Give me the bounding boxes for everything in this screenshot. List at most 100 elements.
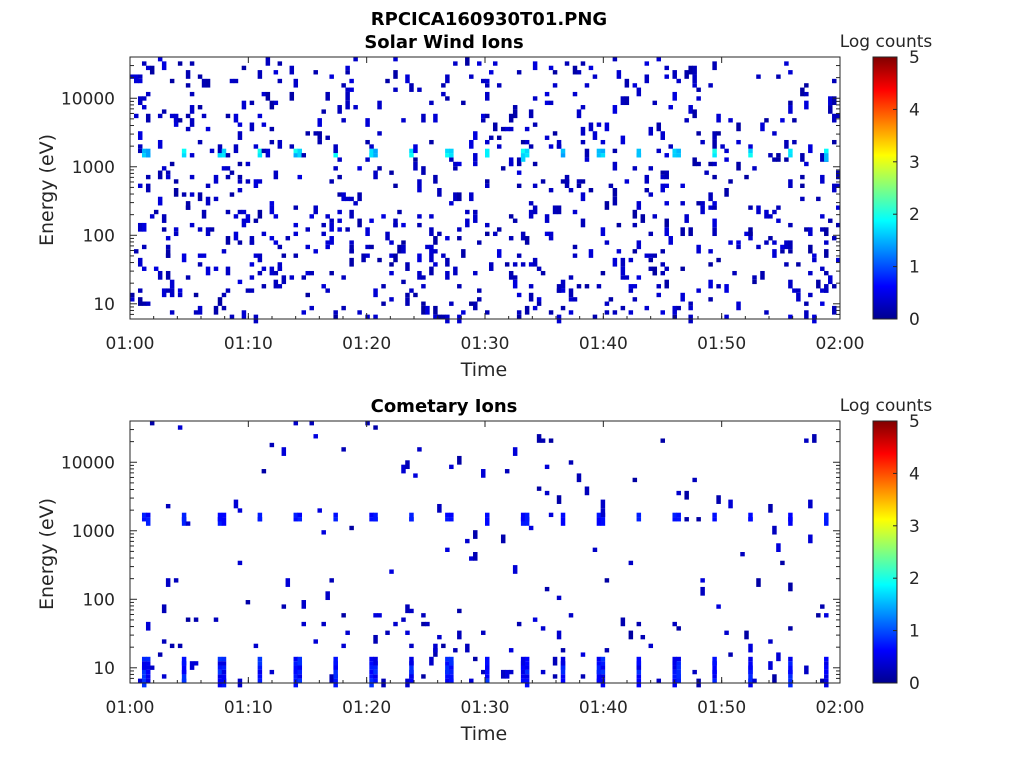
spectrogram-cell bbox=[169, 310, 175, 315]
spectrogram-cell bbox=[169, 113, 175, 119]
spectrogram-cell bbox=[808, 292, 813, 298]
spectrogram-cell bbox=[145, 65, 151, 71]
spectrogram-cell bbox=[824, 665, 829, 670]
spectrogram-cell bbox=[676, 674, 681, 683]
spectrogram-cell bbox=[548, 438, 554, 443]
spectrogram-cell bbox=[636, 87, 642, 97]
y-tick-label: 10 bbox=[93, 659, 115, 679]
spectrogram-cell bbox=[209, 148, 215, 154]
spectrogram-cell bbox=[512, 109, 518, 119]
spectrogram-cell bbox=[133, 74, 139, 84]
spectrogram-cell bbox=[620, 617, 626, 627]
spectrogram-cell bbox=[273, 240, 279, 245]
spectrogram-cell bbox=[804, 91, 809, 97]
spectrogram-cell bbox=[672, 674, 677, 679]
spectrogram-cell bbox=[684, 118, 689, 123]
spectrogram-cell bbox=[345, 70, 350, 75]
spectrogram-cell bbox=[229, 78, 235, 84]
spectrogram-cell bbox=[389, 253, 394, 258]
spectrogram-cell bbox=[824, 240, 829, 245]
spectrogram-cell bbox=[712, 512, 717, 518]
spectrogram-cell bbox=[496, 135, 502, 140]
spectrogram-cell bbox=[524, 674, 530, 679]
spectrogram-cell bbox=[253, 643, 259, 649]
spectrogram-cell bbox=[696, 131, 701, 136]
spectrogram-cell bbox=[676, 517, 681, 522]
spectrogram-cell bbox=[792, 118, 797, 123]
spectrogram-cell bbox=[532, 257, 538, 267]
spectrogram-cell bbox=[413, 144, 418, 154]
spectrogram-cell bbox=[469, 192, 474, 202]
spectrogram-cell bbox=[780, 118, 785, 123]
spectrogram-cell bbox=[580, 179, 586, 184]
spectrogram-cell bbox=[832, 183, 837, 188]
spectrogram-cell bbox=[700, 586, 705, 596]
spectrogram-cell bbox=[421, 301, 426, 306]
y-tick-label: 10000 bbox=[61, 453, 115, 473]
spectrogram-cell bbox=[680, 266, 685, 271]
spectrogram-cell bbox=[325, 288, 330, 293]
spectrogram-cell bbox=[524, 665, 530, 670]
spectrogram-cell bbox=[349, 87, 354, 92]
spectrogram-cell bbox=[165, 170, 171, 175]
spectrogram-cell bbox=[237, 240, 243, 245]
spectrogram-cell bbox=[576, 179, 582, 184]
x-tick-label: 02:00 bbox=[816, 334, 865, 354]
spectrogram-cell bbox=[708, 279, 713, 289]
spectrogram-cell bbox=[552, 131, 558, 136]
spectrogram-cell bbox=[393, 70, 398, 79]
spectrogram-cell bbox=[836, 113, 841, 119]
spectrogram-cell bbox=[712, 665, 717, 675]
spectrogram-cell bbox=[608, 183, 614, 188]
spectrogram-cell bbox=[664, 74, 669, 79]
spectrogram-cell bbox=[157, 139, 163, 149]
spectrogram-cell bbox=[604, 240, 610, 245]
x-tick-label: 01:10 bbox=[224, 334, 273, 354]
spectrogram-cell bbox=[233, 78, 239, 84]
spectrogram-cell bbox=[137, 288, 143, 293]
spectrogram-cell bbox=[141, 301, 147, 306]
spectrogram-cell bbox=[516, 70, 522, 75]
x-tick-label: 01:20 bbox=[342, 698, 391, 718]
spectrogram-cell bbox=[181, 253, 187, 263]
spectrogram-cell bbox=[213, 266, 219, 271]
spectrogram-cell bbox=[512, 275, 518, 280]
spectrogram-cell bbox=[301, 153, 307, 158]
spectrogram-cell bbox=[712, 205, 717, 210]
spectrogram-cell bbox=[141, 669, 147, 675]
spectrogram-cell bbox=[808, 244, 813, 254]
spectrogram-cell bbox=[724, 157, 729, 162]
spectrogram-cell bbox=[552, 205, 558, 215]
spectrogram-cell bbox=[289, 144, 295, 149]
spectrogram-cell bbox=[636, 275, 642, 280]
spectrogram-cell bbox=[664, 170, 669, 180]
spectrogram-cell bbox=[217, 661, 223, 666]
spectrogram-cell bbox=[824, 661, 829, 666]
spectrogram-cell bbox=[149, 65, 155, 75]
spectrogram-cell bbox=[293, 78, 299, 88]
spectrogram-cell bbox=[313, 434, 318, 439]
spectrogram-cell bbox=[700, 205, 705, 215]
spectrogram-cell bbox=[676, 512, 681, 518]
spectrogram-cell bbox=[764, 118, 769, 123]
spectrogram-cell bbox=[473, 209, 478, 215]
spectrogram-cell bbox=[628, 630, 634, 640]
spectrogram-cell bbox=[145, 669, 151, 675]
spectrogram-cell bbox=[417, 179, 422, 188]
spectrogram-cell bbox=[161, 604, 167, 614]
spectrogram-cell bbox=[664, 279, 669, 289]
spectrogram-cell bbox=[612, 310, 618, 315]
spectrogram-cell bbox=[772, 674, 777, 683]
spectrogram-cell bbox=[341, 643, 346, 649]
spectrogram-cell bbox=[656, 284, 662, 289]
spectrogram-cell bbox=[644, 74, 650, 84]
spectrogram-cell bbox=[417, 214, 422, 219]
spectrogram-cell bbox=[516, 621, 522, 627]
spectrogram-cell bbox=[660, 249, 665, 254]
spectrogram-cell bbox=[836, 257, 841, 263]
spectrogram-cell bbox=[636, 517, 642, 522]
colorbar-tick-label: 1 bbox=[909, 258, 920, 278]
spectrogram-cell bbox=[760, 270, 765, 280]
spectrogram-cell bbox=[688, 227, 693, 237]
spectrogram-cell bbox=[620, 266, 626, 276]
